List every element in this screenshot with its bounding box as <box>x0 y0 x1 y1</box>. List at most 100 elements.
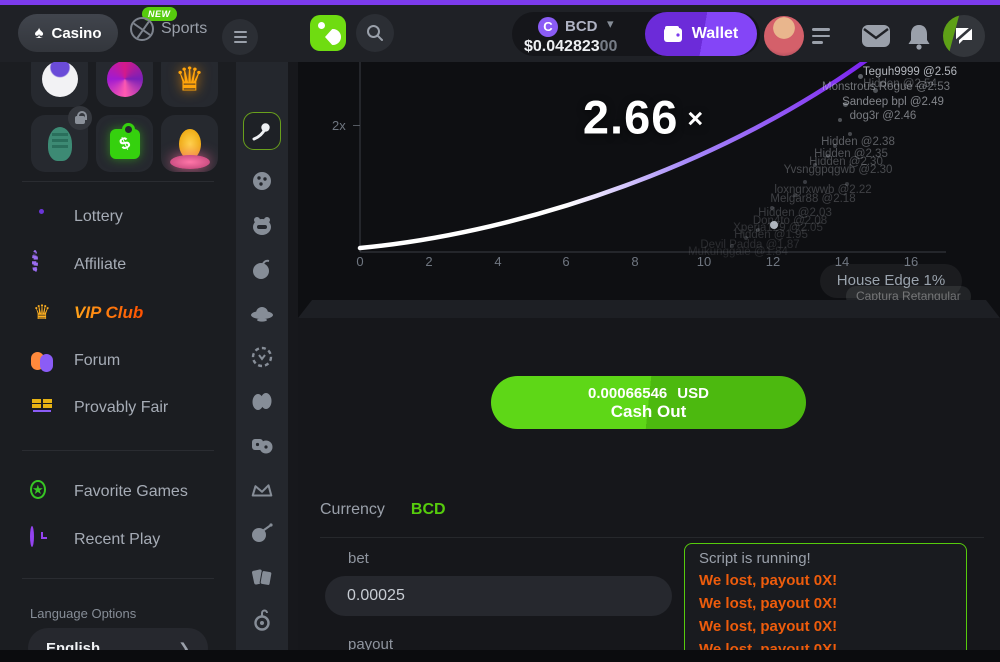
promo-tile-crown[interactable]: ♛ <box>161 62 218 107</box>
bottom-edge-bar <box>0 650 1000 662</box>
crown-icon: ♛ <box>174 62 205 97</box>
sidebar-item-label: VIP Club <box>74 303 144 322</box>
rail-game-eggs-icon[interactable] <box>249 388 275 414</box>
cashout-dot <box>845 182 849 186</box>
messages-button[interactable] <box>860 23 892 54</box>
sidebar-item-forum[interactable]: Forum <box>0 341 236 381</box>
cash-out-button[interactable]: 0.00066546 USD Cash Out <box>491 376 806 429</box>
player-cashout-label: Monstrous Rogue @2.53 <box>821 81 951 93</box>
cashout-dot <box>858 74 863 79</box>
notifications-button[interactable] <box>906 23 932 56</box>
player-cashout-label: Xperia129 @2.05 <box>733 222 823 234</box>
orb-icon <box>41 62 78 97</box>
rail-game-crown-icon[interactable] <box>249 476 275 502</box>
bet-amount-input[interactable] <box>325 576 672 616</box>
sports-tab-label: Sports <box>161 20 208 37</box>
casino-tab[interactable]: ♠ Casino <box>18 14 118 52</box>
rail-game-ball-icon[interactable] <box>249 168 275 194</box>
cashout-dot <box>744 236 748 240</box>
player-cashout-label: Hidden @2.54 <box>863 78 937 90</box>
affiliate-ring-icon <box>30 250 54 277</box>
currency-label: Currency <box>320 501 385 518</box>
sidebar-item-vip-club[interactable]: ♛ VIP Club <box>0 293 236 333</box>
wallet-button[interactable]: Wallet <box>645 12 757 56</box>
cashout-dot <box>826 154 830 158</box>
player-cashout-label: Hidden @1.95 <box>734 229 808 241</box>
crash-comet-icon <box>252 123 270 141</box>
wallet-button-label: Wallet <box>691 25 739 42</box>
player-cashout-label: Teguh9999 @2.56 <box>862 66 958 78</box>
player-cashout-label: Hidden @2.03 <box>758 207 832 219</box>
payout-label: payout <box>348 636 394 653</box>
x-tick-label: 16 <box>903 254 919 269</box>
rail-game-bomb-icon[interactable] <box>249 608 275 634</box>
promo-tile-coin[interactable] <box>161 115 218 172</box>
sidebar-item-label: Forum <box>74 352 121 369</box>
player-cashout-label: loxngrxwwb @2.22 <box>774 184 872 196</box>
search-button[interactable] <box>356 14 394 52</box>
x-tick-label: 14 <box>834 254 850 269</box>
rail-game-dice-icon[interactable] <box>249 432 275 458</box>
rail-game-wheel-icon[interactable] <box>249 344 275 370</box>
player-cashout-label: Mukunggale @1.84 <box>688 246 788 258</box>
language-options-label: Language Options <box>30 606 137 621</box>
menu-toggle-button[interactable] <box>222 19 258 55</box>
sidebar-item-favorite-games[interactable]: ★ Favorite Games <box>0 472 236 512</box>
sidebar-item-recent-play[interactable]: Recent Play <box>0 520 236 560</box>
crash-chart: 2x 0 2 4 6 8 10 12 14 16 Teguh9999 @2.56 Hidden @… <box>298 62 1000 318</box>
sidebar: ♛ Lottery Affiliate ♛ VIP Club Forum Pro… <box>0 62 236 662</box>
house-edge-badge: House Edge 1% <box>820 264 962 298</box>
provably-fair-icon <box>30 396 54 420</box>
new-badge: NEW <box>142 7 177 21</box>
player-cashout-label: Hidden @2.38 <box>821 136 895 148</box>
rail-game-cards-icon[interactable] <box>249 564 275 590</box>
cashout-dot <box>848 132 852 136</box>
cashout-dot <box>838 118 842 122</box>
currency-code[interactable]: BCD <box>565 18 598 35</box>
promo-tile-orb[interactable] <box>31 62 88 107</box>
user-avatar[interactable] <box>764 16 804 56</box>
promo-tile-bonus[interactable] <box>96 115 153 172</box>
wallet-icon <box>663 26 682 42</box>
player-cashout-label: Hidden @2.30 <box>809 156 883 168</box>
sidebar-item-lottery[interactable]: Lottery <box>0 197 236 237</box>
rail-game-monster-icon[interactable] <box>249 212 275 238</box>
divider <box>22 181 214 182</box>
script-log-lines: We lost, payout 0X! We lost, payout 0X! We… <box>699 569 952 662</box>
sidebar-item-label: Lottery <box>74 208 123 225</box>
sports-tab[interactable]: NEW Sports <box>130 7 208 41</box>
promo-tile-wheel[interactable] <box>96 62 153 107</box>
chevron-down-icon[interactable]: ▾ <box>607 16 614 31</box>
bet-label: bet <box>348 550 369 567</box>
account-menu-icon[interactable] <box>812 28 830 44</box>
rail-game-fruit-icon[interactable] <box>249 256 275 282</box>
favorite-star-icon: ★ <box>30 480 46 499</box>
rail-game-ufo-icon[interactable] <box>249 300 275 326</box>
y-axis-tick <box>353 125 360 126</box>
sidebar-item-affiliate[interactable]: Affiliate <box>0 245 236 285</box>
lottery-ticket-icon <box>30 205 54 229</box>
x-tick-label: 10 <box>696 254 712 269</box>
spade-icon: ♠ <box>34 23 44 42</box>
currency-selected[interactable]: BCD <box>410 501 446 518</box>
script-status: Script is running! <box>699 550 811 567</box>
script-log-line: We lost, payout 0X! <box>699 572 838 589</box>
rail-game-crash-active[interactable] <box>243 112 281 150</box>
chat-toggle-button[interactable] <box>943 15 985 57</box>
top-accent-strip <box>0 0 1000 5</box>
rocket-icon <box>47 126 72 161</box>
x-tick-label: 4 <box>494 254 502 269</box>
sidebar-item-provably-fair[interactable]: Provably Fair <box>0 388 236 428</box>
cashout-dot <box>756 228 760 232</box>
bell-icon <box>908 25 930 50</box>
recent-clock-icon <box>30 526 54 552</box>
balance-amount: $0.04282300 <box>524 38 618 55</box>
currency-row: Currency BCD <box>320 501 446 519</box>
divider <box>320 537 984 538</box>
cashout-dot <box>730 244 734 248</box>
rail-game-roulette-icon[interactable] <box>249 520 275 546</box>
bc-logo[interactable] <box>310 15 346 51</box>
chat-disabled-icon <box>955 26 973 44</box>
